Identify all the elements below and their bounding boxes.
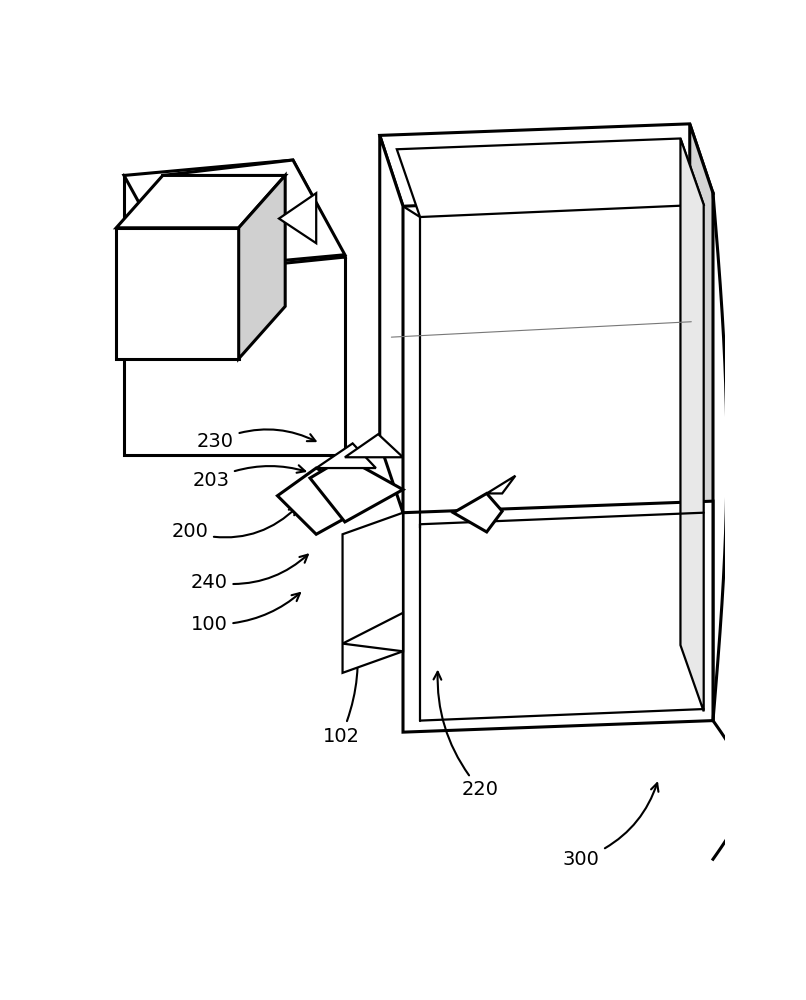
Polygon shape bbox=[310, 457, 403, 522]
Text: 220: 220 bbox=[434, 672, 499, 799]
Polygon shape bbox=[380, 135, 403, 513]
Polygon shape bbox=[380, 124, 713, 206]
Polygon shape bbox=[397, 138, 704, 217]
Polygon shape bbox=[277, 468, 376, 534]
Text: 102: 102 bbox=[322, 633, 361, 746]
Polygon shape bbox=[116, 228, 239, 359]
Polygon shape bbox=[680, 138, 704, 711]
Polygon shape bbox=[124, 175, 345, 455]
Polygon shape bbox=[163, 160, 345, 270]
Text: 240: 240 bbox=[191, 555, 308, 591]
Text: 200: 200 bbox=[172, 507, 297, 541]
Polygon shape bbox=[453, 493, 502, 532]
Polygon shape bbox=[316, 443, 376, 468]
Polygon shape bbox=[345, 434, 403, 457]
Polygon shape bbox=[487, 476, 515, 493]
Polygon shape bbox=[239, 175, 285, 359]
Polygon shape bbox=[279, 193, 316, 243]
Text: 230: 230 bbox=[197, 429, 315, 451]
Text: 100: 100 bbox=[191, 593, 300, 634]
Text: 300: 300 bbox=[563, 783, 659, 869]
Polygon shape bbox=[403, 501, 713, 732]
Polygon shape bbox=[343, 613, 403, 651]
Text: 203: 203 bbox=[193, 465, 305, 490]
Polygon shape bbox=[343, 513, 403, 673]
Polygon shape bbox=[116, 175, 285, 228]
Polygon shape bbox=[124, 160, 345, 274]
Polygon shape bbox=[690, 124, 713, 721]
